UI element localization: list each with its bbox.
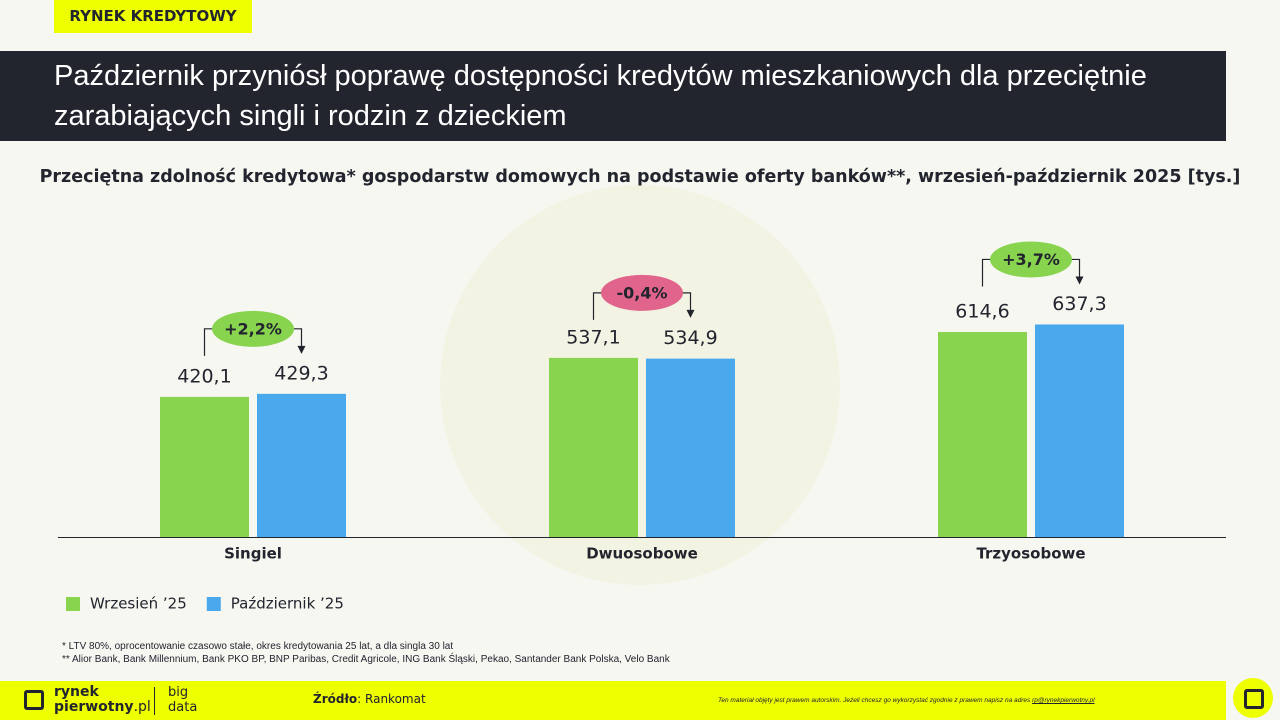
bar — [160, 396, 249, 537]
legend-swatch — [206, 597, 221, 611]
section-tag: RYNEK KREDYTOWY — [54, 0, 252, 33]
legend-swatch — [66, 597, 80, 611]
value-label: 534,9 — [663, 327, 717, 349]
big-data: big data — [168, 685, 197, 715]
page-title: Październik przyniósł poprawę dostępnośc… — [54, 60, 1147, 132]
chart: Przeciętna zdolność kredytowa* gospodars… — [40, 167, 1241, 613]
bar — [938, 332, 1027, 537]
footnote: * LTV 80%, oprocentowanie czasowo stałe,… — [62, 641, 454, 652]
logo-text: .pl — [133, 699, 151, 715]
chart-subtitle: Przeciętna zdolność kredytowa* gospodars… — [40, 167, 1241, 187]
value-label: 637,3 — [1052, 293, 1106, 315]
arrow-head — [297, 345, 306, 354]
logo-text: big — [168, 685, 189, 700]
change-label: +2,2% — [224, 319, 282, 338]
x-tick-label: Trzyosobowe — [976, 545, 1085, 563]
legend-label: Wrzesień ’25 — [90, 595, 187, 613]
bar — [549, 357, 638, 537]
x-tick-label: Dwuosobowe — [586, 545, 698, 563]
legend-label: Październik ’25 — [231, 595, 344, 613]
footnotes: * LTV 80%, oprocentowanie czasowo stałe,… — [62, 640, 670, 666]
logo-text: rynek — [54, 684, 99, 700]
change-pill — [601, 274, 683, 311]
value-label: 429,3 — [274, 362, 328, 384]
value-label: 614,6 — [955, 301, 1009, 323]
copyright: Ten materiał objęty jest prawem autorski… — [718, 697, 1095, 704]
bar — [1035, 324, 1124, 537]
source-text: : Rankomat — [357, 692, 426, 706]
corner-icon — [1233, 678, 1273, 718]
divider — [154, 687, 155, 715]
value-label: 420,1 — [177, 365, 231, 387]
change-pill — [990, 241, 1072, 278]
change-label: -0,4% — [616, 283, 667, 302]
footer: rynek pierwotny.pl big data Źródło: Rank… — [0, 681, 1226, 720]
watermark — [440, 185, 840, 585]
logo-text: data — [168, 700, 198, 715]
value-label: 537,1 — [566, 326, 620, 348]
title-band — [0, 51, 1226, 141]
copyright-text: Ten materiał objęty jest prawem autorski… — [718, 697, 1033, 704]
change-label: +3,7% — [1002, 250, 1060, 269]
logo-text: pierwotny — [54, 699, 134, 715]
footnote: ** Alior Bank, Bank Millennium, Bank PKO… — [62, 654, 670, 665]
arrow-head — [1075, 276, 1084, 285]
arrow-head — [686, 309, 695, 318]
source-label: Źródło — [313, 692, 358, 706]
bar — [646, 358, 735, 537]
bar — [257, 393, 346, 537]
logo-icon — [24, 690, 44, 710]
source: Źródło: Rankomat — [313, 692, 426, 706]
x-tick-label: Singiel — [224, 545, 282, 563]
change-pill — [212, 310, 294, 347]
email[interactable]: rp@rynekpierwotny.pl — [1032, 697, 1095, 704]
logo: rynek pierwotny.pl — [54, 685, 151, 715]
